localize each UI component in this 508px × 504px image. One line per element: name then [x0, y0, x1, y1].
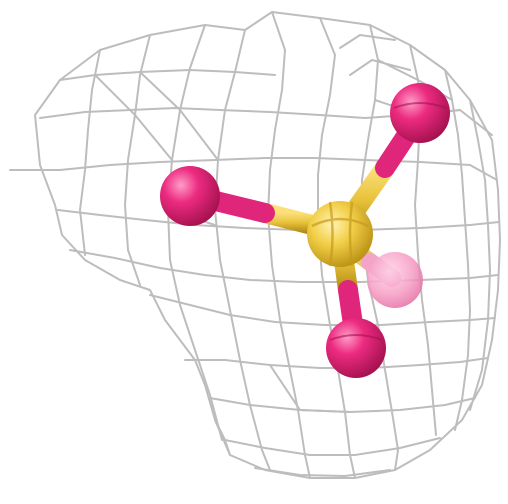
atoms — [160, 83, 450, 378]
oxygen-atom-lower-facet — [329, 334, 383, 341]
oxygen-atom-upper-right — [390, 83, 450, 143]
oxygen-atom-lower — [326, 318, 386, 378]
oxygen-atom-left — [160, 166, 220, 226]
oxygen-atom-upper-facet — [393, 102, 447, 109]
sulfur-atom — [307, 201, 373, 267]
oxygen-atom-rear — [367, 252, 423, 308]
sulfur-atom-facet — [311, 201, 369, 267]
density-mesh — [9, 11, 501, 479]
